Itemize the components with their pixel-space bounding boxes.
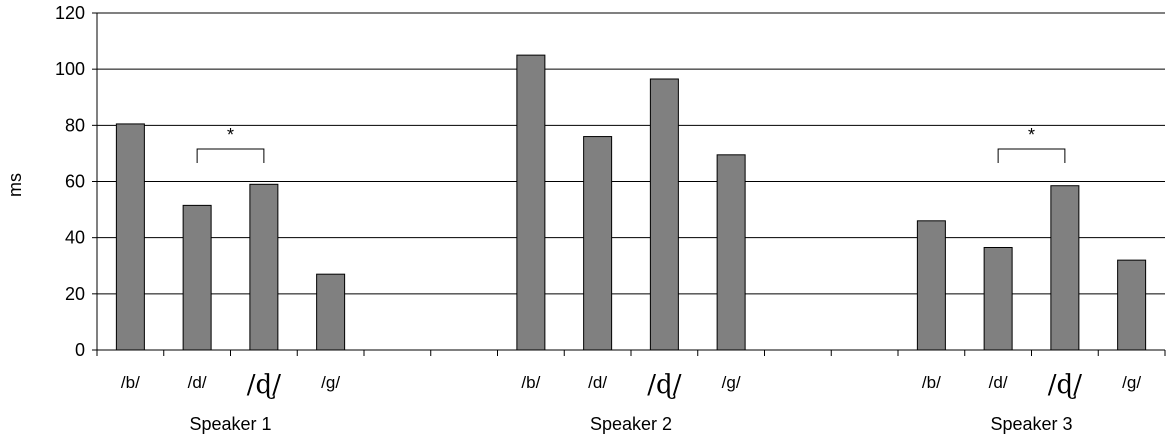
significance-marker: * <box>1028 125 1035 145</box>
axes <box>92 12 1166 356</box>
bar <box>916 220 946 351</box>
y-tick-label: 60 <box>65 172 85 192</box>
y-tick-label: 40 <box>65 228 85 248</box>
significance-bracket <box>196 148 265 163</box>
bar <box>983 246 1013 351</box>
group-label: Speaker 2 <box>590 414 672 434</box>
bar <box>583 136 613 351</box>
x-category-label: /b/ <box>521 373 540 392</box>
significance-bracket <box>997 148 1066 163</box>
x-category-label: /d/ <box>989 373 1008 392</box>
bar <box>516 54 546 351</box>
x-category-label: /g/ <box>321 373 340 392</box>
y-tick-label: 100 <box>55 59 85 79</box>
bar <box>249 183 279 351</box>
x-category-label: /ɖ/ <box>1048 370 1083 400</box>
bar <box>115 123 145 351</box>
x-category-label: /d/ <box>188 373 207 392</box>
x-category-label: /b/ <box>121 373 140 392</box>
x-category-label: /g/ <box>722 373 741 392</box>
group-label: Speaker 1 <box>189 414 271 434</box>
y-tick-label: 0 <box>75 340 85 360</box>
y-tick-label: 20 <box>65 284 85 304</box>
bars <box>115 54 1147 351</box>
bar <box>316 273 346 351</box>
x-category-label: /d/ <box>588 373 607 392</box>
bar <box>716 154 746 351</box>
bar <box>1117 259 1147 351</box>
x-category-label: /ɖ/ <box>247 370 282 400</box>
x-category-label: /b/ <box>922 373 941 392</box>
y-tick-label: 80 <box>65 115 85 135</box>
bar <box>182 204 212 351</box>
group-label: Speaker 3 <box>990 414 1072 434</box>
bar <box>649 78 679 351</box>
x-category-label: /ɖ/ <box>647 370 682 400</box>
labels: 0 20 40 60 80 100 120/b/ /d/ /ɖ/ /g/Speaker 1 * /b/… <box>55 3 1141 434</box>
y-tick-label: 120 <box>55 3 85 23</box>
x-category-label: /g/ <box>1122 373 1141 392</box>
bar <box>1050 185 1080 351</box>
y-axis-label: ms <box>5 173 25 197</box>
significance-marker: * <box>227 125 234 145</box>
